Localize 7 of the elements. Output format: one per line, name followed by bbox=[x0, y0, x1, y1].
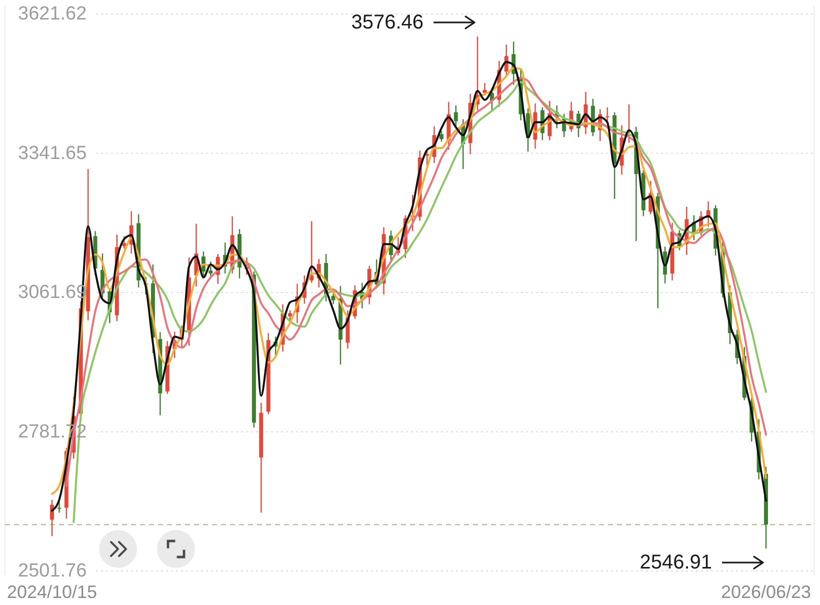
y-tick-label: 3621.62 bbox=[18, 4, 87, 24]
y-tick-label: 2501.76 bbox=[18, 560, 87, 582]
y-tick-label: 3341.65 bbox=[18, 142, 87, 164]
annotation: 2546.91 bbox=[640, 552, 712, 574]
annotation: 3576.46 bbox=[351, 11, 424, 34]
x-tick-label: 2026/06/23 bbox=[720, 582, 812, 602]
x-tick-label: 2024/10/15 bbox=[6, 582, 98, 602]
